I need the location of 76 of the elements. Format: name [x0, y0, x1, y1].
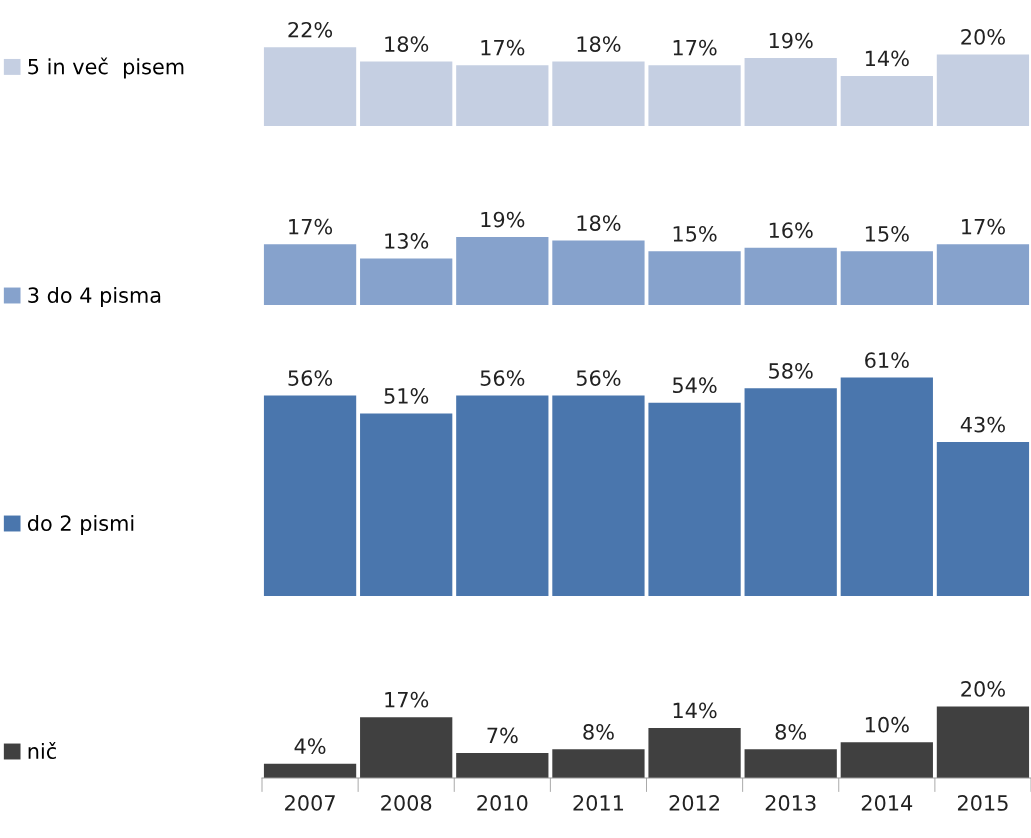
- bar: [263, 395, 357, 596]
- legend-label: 3 do 4 pisma: [28, 286, 161, 308]
- x-tick-label: 2014: [861, 795, 913, 811]
- bar: [648, 65, 741, 126]
- bar: [744, 749, 837, 778]
- bar: [840, 377, 933, 596]
- bar: [456, 236, 549, 305]
- bar: [552, 61, 645, 126]
- data-label: 13%: [385, 233, 429, 249]
- data-label: 20%: [961, 29, 1005, 45]
- bar: [360, 61, 453, 126]
- data-label: 14%: [865, 50, 909, 67]
- bar: [936, 706, 1030, 778]
- bar: [456, 65, 549, 126]
- data-label: 56%: [480, 370, 525, 386]
- legend-label: 5 in več pisem: [28, 57, 184, 79]
- data-label: 8%: [775, 724, 807, 740]
- x-tick-label: 2008: [381, 795, 432, 811]
- data-label: 19%: [481, 211, 525, 228]
- data-label: 8%: [583, 724, 614, 740]
- data-label: 17%: [481, 39, 525, 56]
- bar: [648, 402, 741, 596]
- data-label: 7%: [487, 727, 518, 744]
- bar: [648, 727, 741, 778]
- bar: [744, 388, 837, 596]
- bar: [840, 251, 933, 305]
- bar: [360, 717, 453, 778]
- bar: [456, 752, 549, 778]
- bar: [744, 57, 837, 126]
- bar: [840, 75, 933, 126]
- legend-label: do 2 pismi: [27, 514, 134, 536]
- data-label: 56%: [288, 370, 333, 386]
- bar: [936, 54, 1030, 126]
- bar: [263, 47, 357, 126]
- bar: [263, 244, 357, 305]
- data-label: 19%: [769, 32, 813, 49]
- bar: [936, 244, 1030, 305]
- data-label: 17%: [385, 691, 429, 708]
- x-tick-label: 2011: [573, 795, 624, 811]
- bar: [744, 247, 837, 305]
- bar: [360, 413, 453, 596]
- bar: [552, 240, 645, 305]
- data-label: 16%: [769, 222, 813, 239]
- data-label: 17%: [962, 218, 1005, 235]
- bar: [552, 395, 645, 596]
- bar: [648, 251, 741, 305]
- data-label: 18%: [385, 36, 429, 52]
- data-label: 17%: [289, 218, 333, 235]
- x-tick-label: 2012: [669, 795, 719, 811]
- x-tick-label: 2007: [285, 795, 335, 811]
- x-tick-label: 2010: [477, 795, 528, 811]
- data-label: 10%: [865, 716, 909, 733]
- bar: [263, 763, 357, 778]
- data-label: 43%: [960, 416, 1005, 433]
- data-label: 17%: [673, 39, 717, 56]
- data-label: 51%: [384, 388, 429, 404]
- data-label: 22%: [288, 21, 333, 38]
- x-tick-label: 2015: [957, 795, 1008, 811]
- bar: [936, 442, 1030, 596]
- legend-label: nič: [28, 742, 56, 760]
- bar: [360, 258, 453, 305]
- data-label: 56%: [576, 370, 621, 386]
- data-label: 18%: [577, 215, 621, 231]
- data-label: 20%: [961, 681, 1005, 697]
- data-label: 14%: [673, 702, 717, 719]
- data-label: 54%: [673, 377, 717, 394]
- x-tick-label: 2013: [765, 795, 816, 811]
- data-label: 15%: [865, 225, 909, 242]
- data-label: 15%: [673, 225, 717, 242]
- bar: [840, 742, 933, 778]
- data-label: 18%: [577, 36, 621, 52]
- data-label: 58%: [769, 363, 813, 379]
- bar: [456, 395, 549, 596]
- data-label: 4%: [294, 738, 326, 755]
- data-label: 61%: [865, 352, 909, 369]
- bar: [552, 749, 645, 778]
